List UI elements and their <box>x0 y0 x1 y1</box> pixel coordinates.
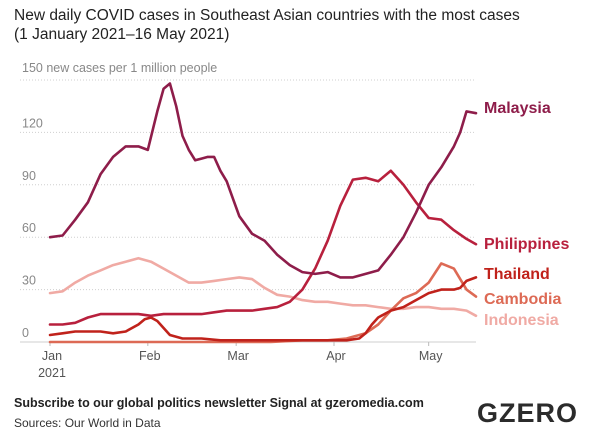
y-tick-labels: 0 30 60 90 120 <box>22 116 43 340</box>
gzero-logo: GZERO <box>476 398 578 428</box>
series-line-indonesia <box>48 256 478 318</box>
y-axis-label: 150 new cases per 1 million people <box>22 61 217 75</box>
chart-subtitle: (1 January 2021–16 May 2021) <box>14 26 230 43</box>
y-tick-60: 60 <box>22 221 36 235</box>
newsletter-note: Subscribe to our global politics newslet… <box>14 396 424 410</box>
y-tick-30: 30 <box>22 274 36 288</box>
series-line-cambodia <box>48 262 478 344</box>
x-tick-feb: Feb <box>139 349 161 363</box>
x-tick-jan: Jan <box>42 349 62 363</box>
series-lines <box>48 82 478 344</box>
source-note: Sources: Our World in Data <box>14 416 161 430</box>
y-tick-120: 120 <box>22 116 43 130</box>
gridlines <box>20 79 476 343</box>
x-tick-labels: Jan 2021 Feb Mar Apr May <box>38 342 443 380</box>
series-label-indonesia: Indonesia <box>484 312 559 329</box>
x-tick-mar: Mar <box>227 349 249 363</box>
chart-title-block: New daily COVID cases in Southeast Asian… <box>14 6 586 44</box>
x-tick-may: May <box>419 349 443 363</box>
series-label-thailand: Thailand <box>484 266 550 283</box>
series-line-thailand <box>48 276 478 342</box>
series-label-malaysia: Malaysia <box>484 100 551 117</box>
y-tick-90: 90 <box>22 169 36 183</box>
series-line-malaysia <box>48 82 478 279</box>
series-label-cambodia: Cambodia <box>484 291 561 308</box>
series-line-philippines <box>48 169 478 326</box>
y-tick-0: 0 <box>22 326 29 340</box>
series-label-philippines: Philippines <box>484 236 569 253</box>
series-labels: Indonesia Cambodia Thailand Philippines Mala… <box>484 100 569 329</box>
x-tick-year: 2021 <box>38 366 66 380</box>
x-tick-apr: Apr <box>326 349 345 363</box>
chart-title: New daily COVID cases in Southeast Asian… <box>14 7 520 24</box>
